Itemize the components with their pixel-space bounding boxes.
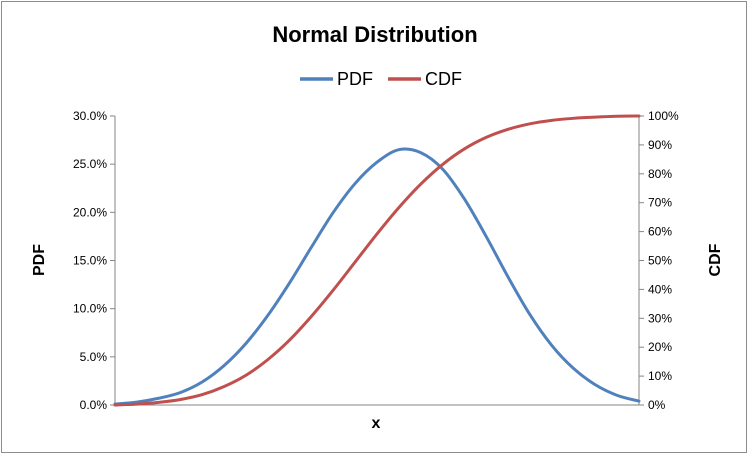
y-axis-left: 0.0% 5.0% 10.0% 15.0% 20.0% 25.0% 30.0% [73, 109, 116, 412]
legend-label-cdf: CDF [425, 69, 462, 89]
chart-title: Normal Distribution [272, 22, 477, 47]
y2-tick-label: 70% [648, 196, 672, 210]
legend: PDF CDF [300, 69, 462, 89]
y2-tick-label: 80% [648, 167, 672, 181]
legend-label-pdf: PDF [337, 69, 373, 89]
y2-tick-label: 0% [648, 398, 666, 412]
y-tick-label: 10.0% [73, 302, 107, 316]
y2-tick-label: 60% [648, 225, 672, 239]
y2-tick-label: 10% [648, 369, 672, 383]
y-tick-label: 5.0% [80, 350, 108, 364]
x-axis-title: x [372, 415, 381, 432]
y-tick-label: 20.0% [73, 205, 107, 219]
y2-tick-label: 40% [648, 282, 672, 296]
y-tick-label: 15.0% [73, 254, 107, 268]
series-line-cdf [113, 114, 641, 407]
y2-tick-label: 100% [648, 109, 679, 123]
y-axis-title: PDF [31, 244, 48, 276]
y2-tick-label: 90% [648, 138, 672, 152]
y-tick-label: 25.0% [73, 157, 107, 171]
y2-tick-label: 30% [648, 311, 672, 325]
y2-axis-title: CDF [707, 243, 724, 276]
plot-series [113, 114, 641, 407]
y-tick-label: 30.0% [73, 109, 107, 123]
y-axis-right: 0% 10% 20% 30% 40% 50% 60% 70% 80% 90% 100% [638, 109, 679, 412]
series-line-pdf [113, 147, 641, 406]
y-tick-label: 0.0% [80, 398, 108, 412]
y2-tick-label: 20% [648, 340, 672, 354]
y2-tick-label: 50% [648, 254, 672, 268]
